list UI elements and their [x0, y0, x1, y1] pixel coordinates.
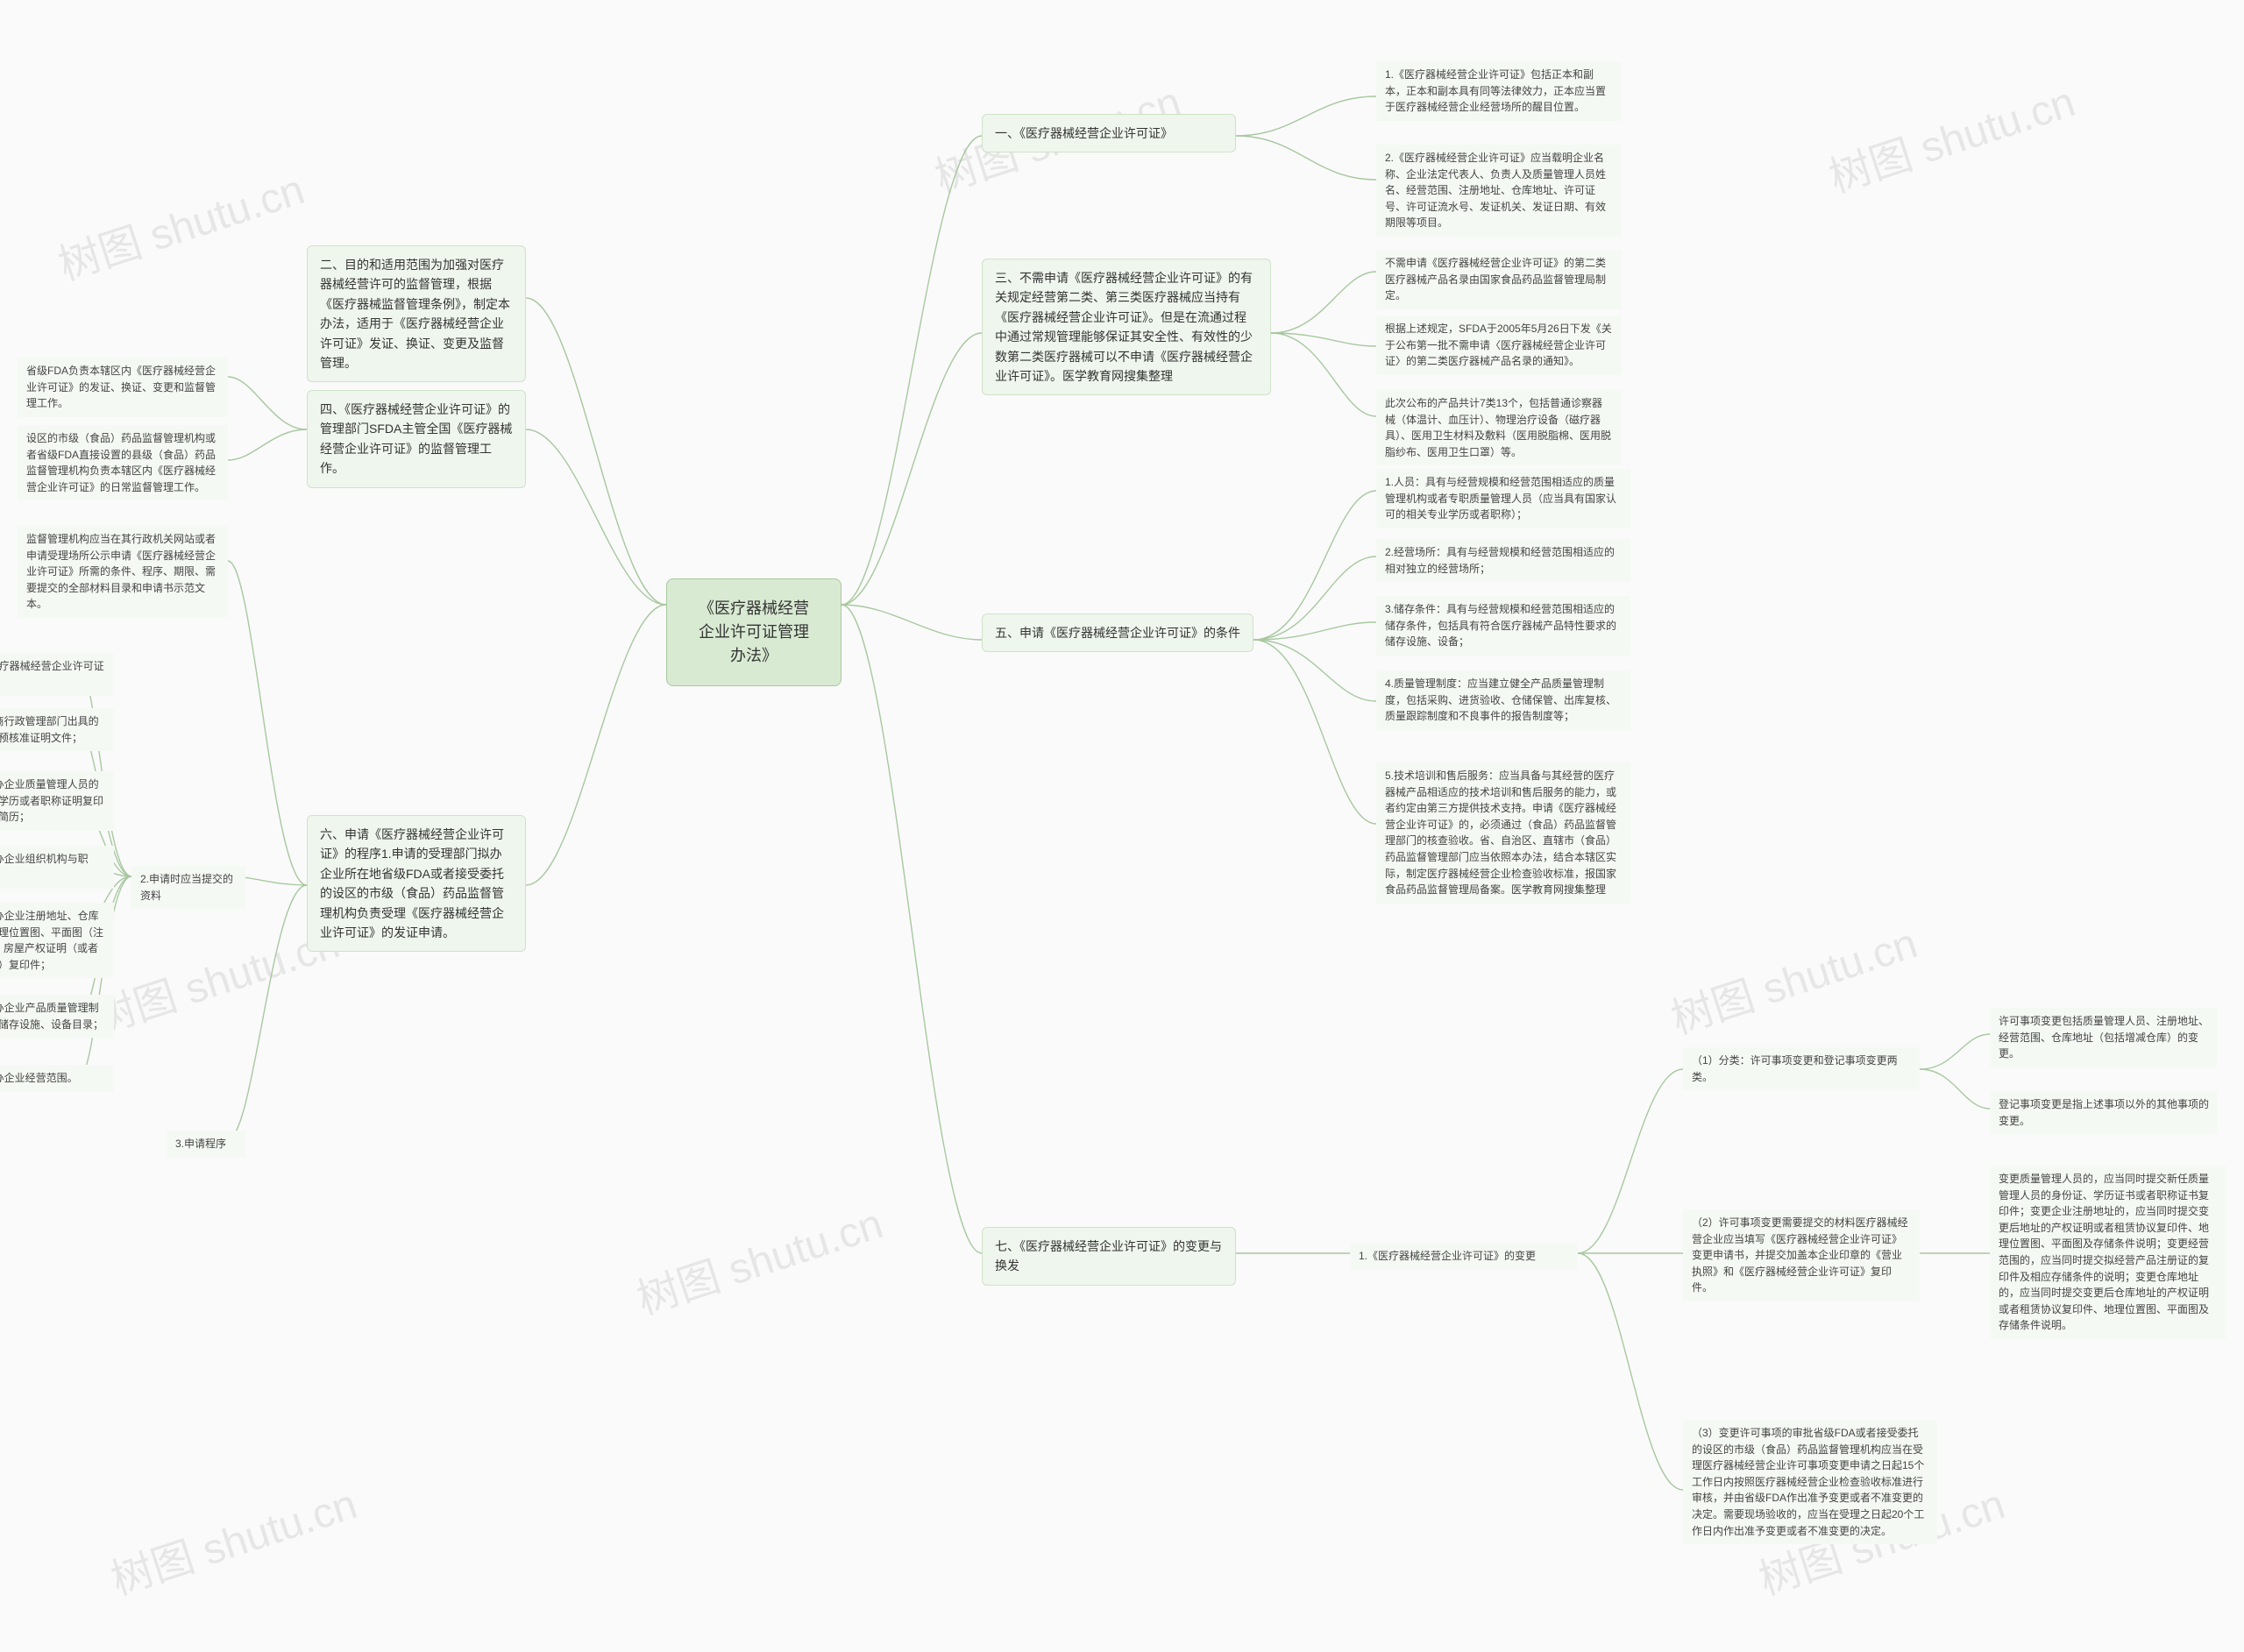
watermark: 树图 shutu.cn	[1662, 909, 1923, 1046]
branch-5: 五、申请《医疗器械经营企业许可证》的条件	[982, 613, 1253, 652]
watermark: 树图 shutu.cn	[1820, 67, 2081, 204]
branch-3-leaf-2: 根据上述规定，SFDA于2005年5月26日下发《关于公布第一批不需申请〈医疗器…	[1376, 316, 1622, 375]
branch-7: 七、《医疗器械经营企业许可证》的变更与换发	[982, 1227, 1236, 1286]
watermark: 树图 shutu.cn	[628, 1189, 889, 1326]
branch-6-s2-l1: （1）《医疗器械经营企业许可证申请表》；	[0, 653, 114, 696]
branch-7-sub-1: 1.《医疗器械经营企业许可证》的变更	[1350, 1243, 1578, 1270]
branch-4-leaf-1: 省级FDA负责本辖区内《医疗器械经营企业许可证》的发证、换证、变更和监督管理工作…	[18, 358, 228, 417]
branch-6-s2-l6: （6）拟办企业产品质量管理制度文件及储存设施、设备目录；	[0, 995, 114, 1038]
branch-6-sub-3: 3.申请程序	[167, 1131, 245, 1158]
branch-5-leaf-4: 4.质量管理制度：应当建立健全产品质量管理制度，包括采购、进货验收、仓储保管、出…	[1376, 670, 1630, 730]
branch-5-leaf-1: 1.人员：具有与经营规模和经营范围相适应的质量管理机构或者专职质量管理人员（应当…	[1376, 469, 1630, 528]
branch-6-s2-l7: （7）拟办企业经营范围。	[0, 1065, 114, 1092]
root-node: 《医疗器械经营企业许可证管理办法》	[666, 578, 842, 686]
branch-6-s2-l5: （5）拟办企业注册地址、仓库地址的地理位置图、平面图（注明面积）、房屋产权证明（…	[0, 903, 114, 978]
branch-5-leaf-2: 2.经营场所：具有与经营规模和经营范围相适应的相对独立的经营场所；	[1376, 539, 1630, 582]
branch-7-c1: （1）分类：许可事项变更和登记事项变更两类。	[1683, 1047, 1920, 1090]
branch-3: 三、不需申请《医疗器械经营企业许可证》的有关规定经营第二类、第三类医疗器械应当持…	[982, 259, 1271, 395]
branch-1-leaf-1: 1.《医疗器械经营企业许可证》包括正本和副本，正本和副本具有同等法律效力，正本应…	[1376, 61, 1622, 121]
branch-6-s2-l2: （2）工商行政管理部门出具的企业名称预核准证明文件；	[0, 708, 114, 751]
branch-6-sub-1: 监督管理机构应当在其行政机关网站或者申请受理场所公示申请《医疗器械经营企业许可证…	[18, 526, 228, 618]
branch-6-s2-l4: （4）拟办企业组织机构与职能；	[0, 846, 114, 889]
branch-7-c3: （3）变更许可事项的审批省级FDA或者接受委托的设区的市级（食品）药品监督管理机…	[1683, 1420, 1937, 1544]
watermark: 树图 shutu.cn	[49, 155, 310, 292]
branch-3-leaf-1: 不需申请《医疗器械经营企业许可证》的第二类医疗器械产品名录由国家食品药品监督管理…	[1376, 250, 1622, 309]
branch-1: 一、《医疗器械经营企业许可证》	[982, 114, 1236, 152]
branch-6: 六、申请《医疗器械经营企业许可证》的程序1.申请的受理部门拟办企业所在地省级FD…	[307, 815, 526, 952]
branch-5-leaf-5: 5.技术培训和售后服务：应当具备与其经营的医疗器械产品相适应的技术培训和售后服务…	[1376, 762, 1630, 904]
branch-7-c1-l1: 许可事项变更包括质量管理人员、注册地址、经营范围、仓库地址（包括增减仓库）的变更…	[1990, 1008, 2218, 1067]
branch-3-leaf-3: 此次公布的产品共计7类13个，包括普通诊察器械（体温计、血压计）、物理治疗设备（…	[1376, 390, 1622, 465]
watermark: 树图 shutu.cn	[102, 1470, 363, 1606]
branch-4: 四、《医疗器械经营企业许可证》的管理部门SFDA主管全国《医疗器械经营企业许可证…	[307, 390, 526, 488]
branch-4-leaf-2: 设区的市级（食品）药品监督管理机构或者省级FDA直接设置的县级（食品）药品监督管…	[18, 425, 228, 500]
branch-7-c2b: 变更质量管理人员的，应当同时提交新任质量管理人员的身份证、学历证书或者职称证书复…	[1990, 1166, 2226, 1339]
branch-7-c2: （2）许可事项变更需要提交的材料医疗器械经营企业应当填写《医疗器械经营企业许可证…	[1683, 1209, 1920, 1301]
branch-5-leaf-3: 3.储存条件：具有与经营规模和经营范围相适应的储存条件，包括具有符合医疗器械产品…	[1376, 596, 1630, 656]
branch-1-leaf-2: 2.《医疗器械经营企业许可证》应当载明企业名称、企业法定代表人、负责人及质量管理…	[1376, 145, 1622, 237]
branch-6-s2-l3: （3）拟办企业质量管理人员的身份证、学历或者职称证明复印件及个人简历；	[0, 771, 114, 831]
branch-2: 二、目的和适用范围为加强对医疗器械经营许可的监督管理，根据《医疗器械监督管理条例…	[307, 245, 526, 382]
branch-7-c1-l2: 登记事项变更是指上述事项以外的其他事项的变更。	[1990, 1091, 2218, 1134]
branch-6-sub-2: 2.申请时应当提交的资料	[131, 866, 245, 909]
